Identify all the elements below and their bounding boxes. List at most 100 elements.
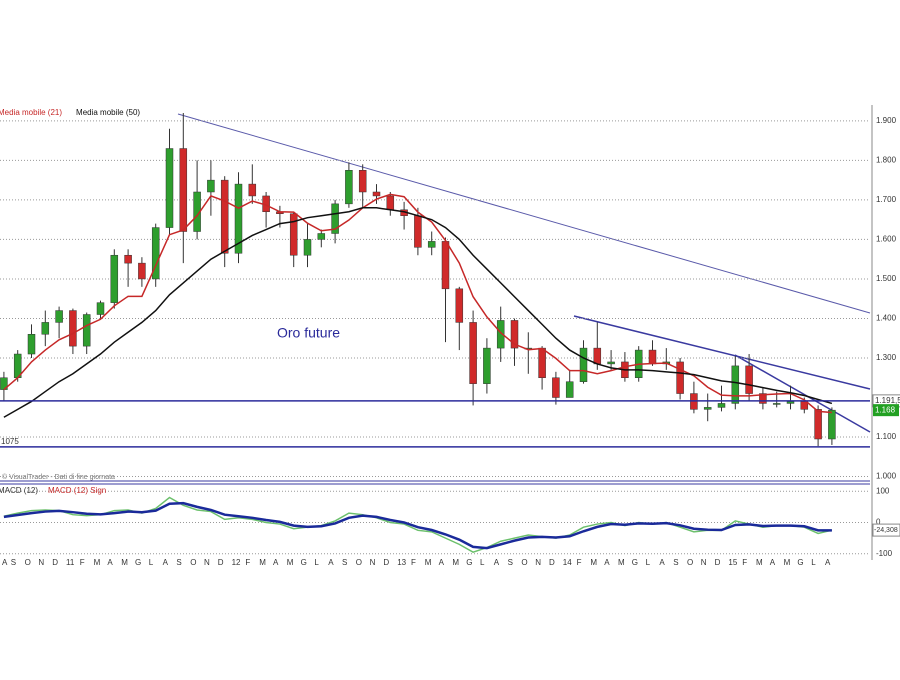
last-price-box — [873, 404, 899, 417]
legend-entry: Media mobile (21) — [0, 108, 62, 117]
candle-body — [759, 393, 767, 404]
x-tick-label: A — [770, 558, 776, 567]
candle-body — [483, 347, 491, 384]
x-tick-label: F — [80, 558, 85, 567]
x-tick-label: 12 — [232, 558, 241, 567]
source: © VisualTrader - Dati di fine giornata — [2, 473, 115, 481]
x-tick-label: F — [245, 558, 250, 567]
candle-body — [303, 239, 312, 256]
y-tick-label: 1.800 — [876, 155, 897, 164]
x-tick-label: N — [38, 558, 44, 567]
trend-line — [177, 113, 871, 314]
y-tick-label: 1.900 — [876, 116, 897, 125]
candle-body — [565, 381, 574, 398]
x-tick-label: O — [25, 558, 31, 567]
x-tick-label: D — [52, 558, 58, 567]
x-tick-label: L — [811, 558, 816, 567]
x-tick-label: G — [301, 558, 307, 567]
candle-body — [552, 377, 560, 398]
candle-body — [110, 254, 119, 303]
candle-body — [27, 334, 36, 355]
candle-body — [579, 347, 588, 382]
candle-body — [96, 302, 105, 315]
candle-body — [124, 254, 132, 264]
x-tick-label: 14 — [563, 558, 572, 567]
x-tick-label: M — [590, 558, 597, 567]
candle-body — [179, 148, 188, 232]
macd-last-label: -24,308 — [874, 527, 898, 534]
legend-entry: Media mobile (50) — [76, 108, 140, 117]
y-tick-label: 1.000 — [876, 472, 897, 481]
candle-body — [358, 170, 367, 193]
macd-line — [3, 501, 832, 550]
level-label: 1075 — [1, 437, 19, 446]
x-tick-label: A — [439, 558, 445, 567]
x-tick-label: D — [715, 558, 721, 567]
candle-body — [786, 401, 795, 404]
candle-body — [593, 347, 602, 365]
x-tick-label: S — [673, 558, 678, 567]
candle-body — [731, 365, 740, 404]
x-tick-label: N — [535, 558, 541, 567]
y-tick-label: 1.600 — [876, 235, 897, 244]
x-tick-label: F — [411, 558, 416, 567]
candle-body — [165, 148, 174, 228]
x-tick-label: M — [784, 558, 791, 567]
x-tick-label: M — [94, 558, 101, 567]
x-tick-label: F — [742, 558, 747, 567]
x-tick-label: G — [466, 558, 472, 567]
candle-body — [41, 322, 50, 335]
candle-body — [469, 322, 477, 384]
candle-body — [745, 365, 753, 394]
candle-body — [455, 288, 464, 323]
macd-last-box — [872, 523, 900, 537]
candle-body — [717, 403, 726, 408]
candle-body — [414, 215, 422, 248]
y-tick-label: 0 — [876, 518, 881, 527]
candle-body — [138, 262, 146, 280]
x-tick-label: S — [508, 558, 513, 567]
candle-body — [510, 320, 519, 349]
candle-body — [648, 349, 657, 365]
x-tick-label: M — [618, 558, 625, 567]
x-tick-label: L — [480, 558, 485, 567]
x-tick-label: M — [425, 558, 432, 567]
y-tick-label: 1.700 — [876, 195, 897, 204]
candle-body — [289, 213, 298, 256]
last-price-label: 1.168 — [875, 405, 896, 414]
candle-body — [234, 183, 243, 254]
x-tick-label: A — [604, 558, 610, 567]
x-tick-label: M — [452, 558, 459, 567]
candle-body — [607, 361, 615, 365]
chart-title: Oro future — [277, 325, 340, 341]
candle-body — [248, 183, 257, 197]
x-tick-label: A — [163, 558, 169, 567]
candle-body — [828, 409, 836, 440]
candle-body — [317, 233, 326, 240]
x-tick-label: A — [107, 558, 113, 567]
candle-body — [676, 361, 684, 394]
x-tick-label: N — [370, 558, 376, 567]
x-tick-label: L — [314, 558, 319, 567]
macd-line — [3, 496, 833, 554]
candle-body — [427, 241, 436, 248]
candle-body — [703, 407, 712, 410]
y-tick-label: -100 — [876, 549, 893, 558]
x-tick-label: A — [494, 558, 500, 567]
x-tick-label: F — [577, 558, 582, 567]
x-tick-label: M — [287, 558, 294, 567]
x-tick-label: O — [687, 558, 693, 567]
candle-body — [772, 403, 781, 405]
legend-entry: MACD (12) Sign — [48, 486, 106, 495]
x-tick-label: G — [135, 558, 141, 567]
x-tick-label: G — [797, 558, 803, 567]
legend-entry: MACD (12) — [0, 486, 38, 495]
x-tick-label: D — [218, 558, 224, 567]
candle-body — [345, 170, 353, 205]
x-tick-label: A — [825, 558, 831, 567]
level-label: 1.191,5 — [875, 396, 900, 405]
candle-body — [331, 203, 339, 234]
y-tick-label: 1.300 — [876, 353, 897, 362]
